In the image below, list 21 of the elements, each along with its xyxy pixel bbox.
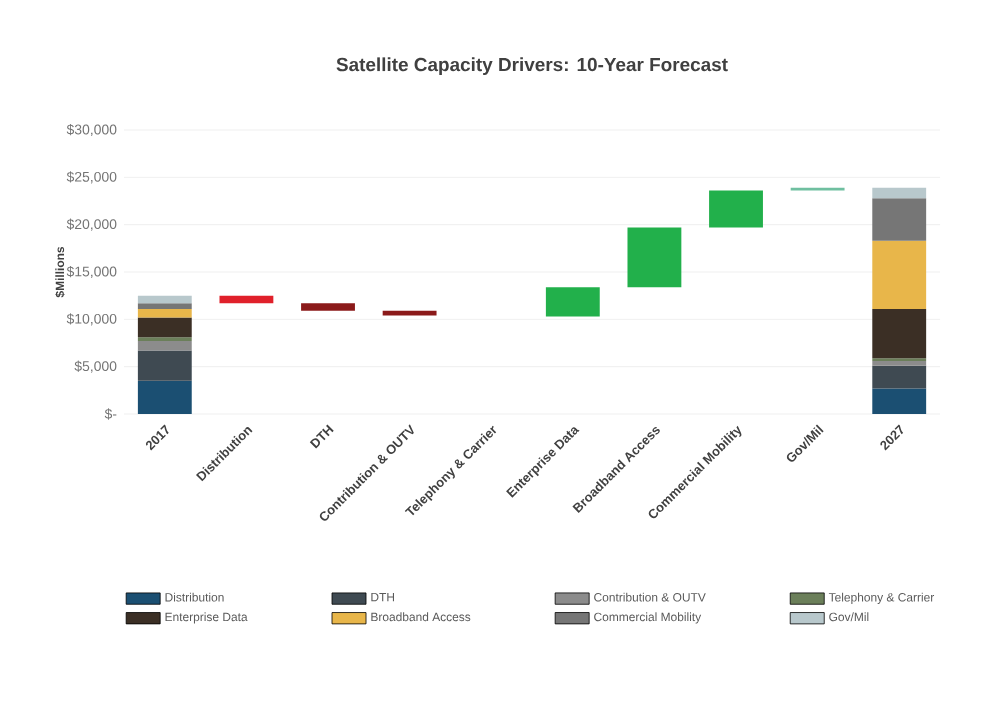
- bar: [709, 190, 763, 228]
- bar: [137, 308, 192, 318]
- bar: [545, 287, 600, 317]
- bar: [872, 198, 927, 241]
- chart-title: Satellite Capacity Drivers: 10-Year Forecast: [336, 57, 728, 76]
- bar: [137, 380, 192, 414]
- bar: [872, 365, 927, 389]
- bar: [382, 310, 437, 316]
- bar: [137, 317, 192, 338]
- bar: [137, 295, 192, 304]
- bar: [301, 303, 355, 311]
- bar: [627, 227, 682, 288]
- bar: [872, 187, 927, 199]
- bar: [872, 308, 927, 359]
- bar: [872, 360, 927, 366]
- bar: [872, 388, 927, 414]
- bar: [872, 240, 927, 309]
- bar: [137, 350, 192, 381]
- bar: [137, 341, 192, 351]
- bar: [219, 295, 274, 304]
- bar: [137, 303, 192, 309]
